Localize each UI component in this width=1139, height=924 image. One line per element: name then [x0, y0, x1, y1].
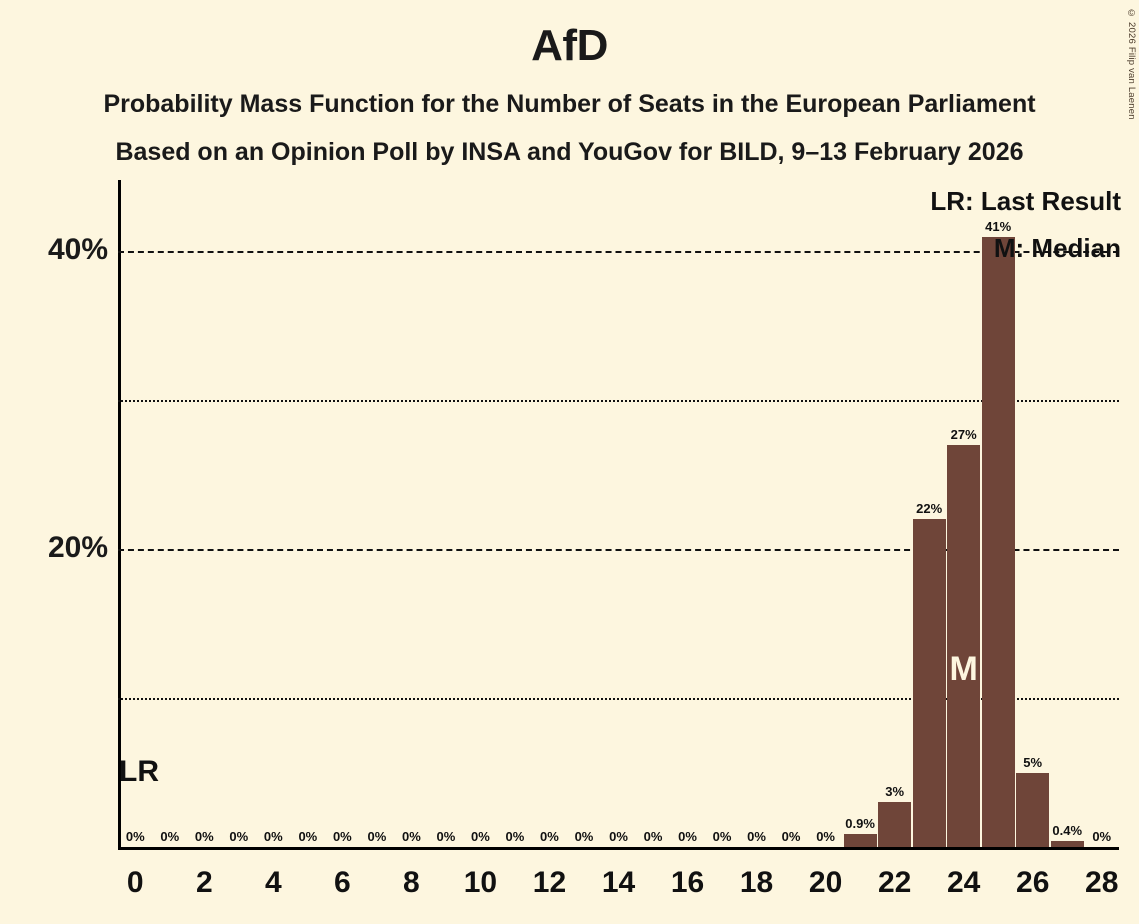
bar-seat-21[interactable] — [843, 833, 877, 847]
bar-seat-24[interactable] — [947, 445, 981, 847]
x-axis-label-20: 20 — [808, 866, 843, 899]
copyright-notice: © 2026 Filip van Laenen — [1126, 8, 1137, 120]
last-result-marker: LR — [119, 755, 159, 788]
x-axis-label-2: 2 — [195, 866, 213, 899]
median-marker: M — [949, 650, 978, 688]
gridline-major-20 — [118, 549, 1119, 552]
legend-last-result: LR: Last Result — [930, 186, 1121, 216]
x-axis-line — [118, 847, 1119, 850]
bar-value-label-5: 0% — [298, 829, 318, 844]
bar-value-label-11: 0% — [505, 829, 525, 844]
x-axis-label-4: 4 — [264, 866, 282, 899]
plot-area: 0% 0% 0% 0% 0% 0% 0% 0% 0% 0% 0% 0% 0% 0% 0% 0% 0% 0% 0% 0%… — [118, 180, 1119, 850]
x-axis-label-22: 22 — [877, 866, 912, 899]
bar-value-label-12: 0% — [540, 829, 559, 844]
bar-value-label-15: 0% — [643, 829, 663, 844]
bar-value-label-6: 0% — [332, 829, 352, 844]
bar-value-label-7: 0% — [367, 829, 387, 844]
bar-value-label-24: 27% — [950, 427, 977, 442]
bar-value-label-4: 0% — [263, 829, 283, 844]
bar-value-label-3: 0% — [229, 829, 249, 844]
y-axis-line — [118, 180, 121, 850]
x-axis-label-18: 18 — [739, 866, 774, 899]
bar-seat-22[interactable] — [878, 802, 912, 847]
bar-value-label-23: 22% — [916, 501, 943, 517]
bar-seat-25[interactable] — [981, 236, 1015, 847]
chart-subtitle-primary: Probability Mass Function for the Number… — [103, 90, 1036, 118]
bar-value-label-27: 0.4% — [1052, 823, 1083, 839]
chart-subtitle-secondary: Based on an Opinion Poll by INSA and You… — [115, 138, 1024, 166]
x-axis-label-28: 28 — [1085, 866, 1119, 899]
bar-value-label-18: 0% — [747, 829, 766, 844]
bar-seat-23[interactable] — [912, 519, 946, 847]
bar-seat-27[interactable] — [1050, 841, 1084, 847]
bar-value-label-9: 0% — [436, 829, 456, 844]
x-axis-label-14: 14 — [601, 866, 636, 899]
bar-value-label-13: 0% — [574, 829, 594, 844]
x-axis-label-16: 16 — [670, 866, 705, 899]
x-axis-label-8: 8 — [403, 866, 420, 899]
bar-value-label-14: 0% — [609, 829, 628, 844]
bar-value-label-21: 0.9% — [845, 815, 875, 831]
bar-value-label-17: 0% — [712, 829, 732, 844]
gridline-minor-10 — [118, 698, 1119, 701]
page-title: AfD — [531, 21, 608, 70]
bar-value-label-16: 0% — [678, 829, 697, 844]
x-axis-label-26: 26 — [1016, 866, 1050, 899]
bar-value-label-2: 0% — [194, 829, 214, 844]
bar-value-label-8: 0% — [401, 829, 421, 844]
bar-value-label-22: 3% — [885, 784, 905, 800]
bar-value-label-19: 0% — [781, 829, 801, 844]
legend-median: M: Median — [993, 233, 1121, 263]
x-axis-label-24: 24 — [946, 866, 981, 899]
bar-value-label-1: 0% — [160, 829, 180, 844]
bar-seat-26[interactable] — [1016, 772, 1050, 847]
y-axis-label-40: 40% — [47, 233, 108, 267]
bar-value-label-0: 0% — [125, 829, 145, 844]
y-axis-label-20: 20% — [47, 531, 108, 565]
x-axis-label-12: 12 — [532, 866, 567, 899]
bar-value-label-20: 0% — [816, 829, 835, 844]
x-axis-label-6: 6 — [334, 866, 351, 899]
gridline-major-40 — [118, 251, 1119, 254]
bar-value-label-26: 5% — [1023, 754, 1043, 770]
x-axis-label-10: 10 — [463, 866, 498, 899]
gridline-minor-30 — [118, 400, 1119, 403]
bar-value-label-28: 0% — [1092, 829, 1112, 844]
x-axis-label-0: 0 — [126, 866, 144, 899]
bar-value-label-25: 41% — [985, 218, 1012, 234]
bar-value-label-10: 0% — [471, 829, 490, 844]
